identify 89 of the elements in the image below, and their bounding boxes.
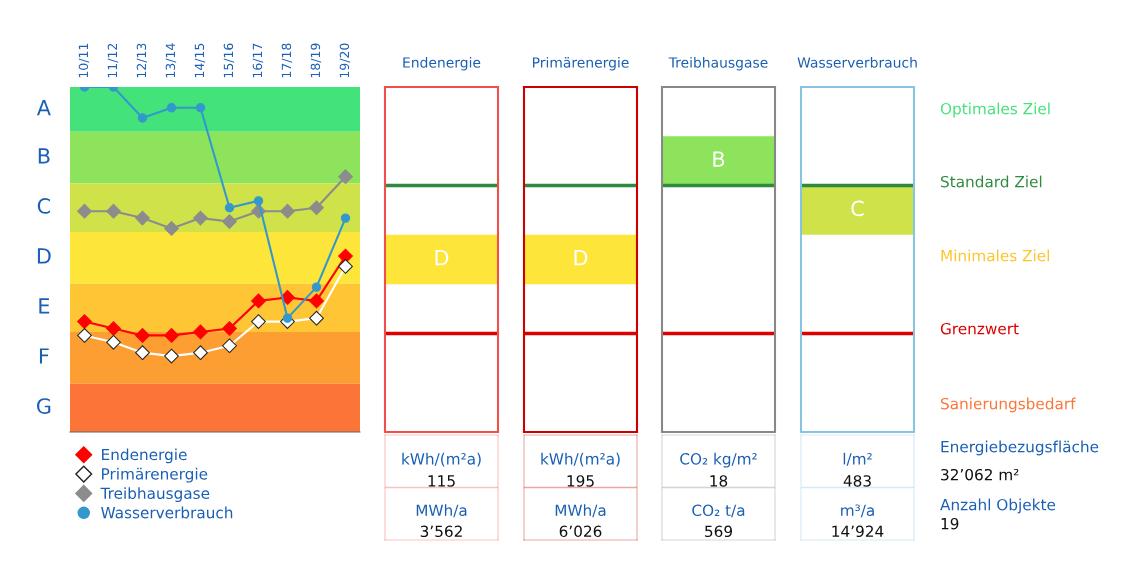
x-tick-label: 11/12 (107, 43, 119, 78)
text: 32’062 m² (941, 468, 1019, 481)
band-label: B (38, 148, 50, 164)
point (135, 210, 150, 226)
text: Anzahl Objekte (940, 498, 1056, 514)
point (282, 313, 293, 323)
point (193, 210, 208, 226)
point (77, 203, 92, 219)
point (222, 321, 237, 336)
point (338, 259, 353, 274)
category-label: C (851, 200, 864, 217)
band-label: F (39, 348, 49, 364)
x-tick-label: 18/19 (310, 43, 322, 78)
category-label: B (713, 151, 725, 167)
text: 6’026 (559, 525, 602, 538)
point (166, 103, 177, 113)
point (193, 345, 208, 361)
text: kWh/(m²a) (402, 452, 481, 467)
point (251, 314, 266, 329)
point (311, 282, 322, 292)
text: 18 (710, 475, 728, 487)
point (338, 169, 353, 185)
text: Wasserverbrauch (797, 57, 917, 68)
point (164, 328, 179, 343)
text: Minimales Ziel (941, 249, 1049, 262)
x-tick-label: 14/15 (194, 43, 206, 78)
text: Endenergie (403, 57, 481, 71)
point (280, 203, 295, 219)
band-label: A (36, 99, 51, 116)
x-tick-label: 16/17 (252, 43, 264, 78)
point (224, 203, 235, 213)
x-tick-label: 10/11 (78, 43, 90, 78)
point (193, 324, 208, 340)
point (253, 196, 264, 206)
point (106, 203, 121, 219)
band-label: G (37, 398, 51, 414)
text: Energiebezugsfläche (941, 440, 1099, 456)
band-label: E (39, 298, 50, 314)
text: MWh/a (555, 504, 606, 518)
point (222, 214, 237, 229)
text: 195 (567, 475, 594, 487)
text: 3’562 (420, 525, 462, 538)
text: 14’924 (832, 525, 884, 538)
band-label: D (37, 248, 51, 264)
text: 19 (941, 517, 959, 530)
point (309, 293, 324, 309)
text: m³/a (841, 504, 874, 518)
point (135, 328, 150, 343)
text: Optimales Ziel (940, 102, 1050, 118)
legend-label: Primärenergie (102, 467, 208, 483)
point (137, 113, 148, 123)
text: Sanierungsbedarf (941, 397, 1076, 413)
text: 115 (428, 475, 455, 487)
text: 569 (705, 525, 733, 538)
legend-label: Wasserverbrauch (101, 506, 233, 519)
x-tick-label: 13/14 (165, 43, 177, 78)
point (135, 345, 150, 361)
text: MWh/a (416, 504, 467, 518)
point (251, 293, 266, 309)
point (164, 348, 179, 364)
legend-label: Endenergie (102, 448, 187, 464)
text: CO₂ kg/m² (680, 452, 757, 468)
x-tick-label: 15/16 (223, 43, 235, 78)
point (106, 334, 121, 350)
point (340, 213, 351, 223)
text: 483 (843, 475, 871, 487)
text: Grenzwert (940, 322, 1019, 335)
category-label: D (574, 250, 588, 266)
point (309, 200, 324, 216)
point (309, 310, 324, 326)
point (77, 314, 92, 329)
x-tick-label: 17/18 (281, 43, 293, 78)
point (195, 103, 206, 113)
point (222, 338, 237, 354)
legend-label: Treibhausgase (100, 487, 210, 502)
point (77, 328, 92, 343)
band-label: C (37, 198, 51, 214)
point (106, 321, 121, 336)
point (164, 221, 179, 236)
text: Treibhausgase (668, 57, 768, 71)
text: kWh/(m²a) (541, 452, 620, 467)
x-tick-label: 19/20 (339, 43, 351, 78)
category-label: D (435, 250, 449, 266)
text: l/m² (843, 452, 872, 466)
text: Primärenergie (533, 57, 629, 71)
text: CO₂ t/a (692, 504, 745, 518)
text: Standard Ziel (941, 175, 1042, 188)
x-tick-label: 12/13 (136, 43, 148, 78)
point (280, 290, 295, 305)
